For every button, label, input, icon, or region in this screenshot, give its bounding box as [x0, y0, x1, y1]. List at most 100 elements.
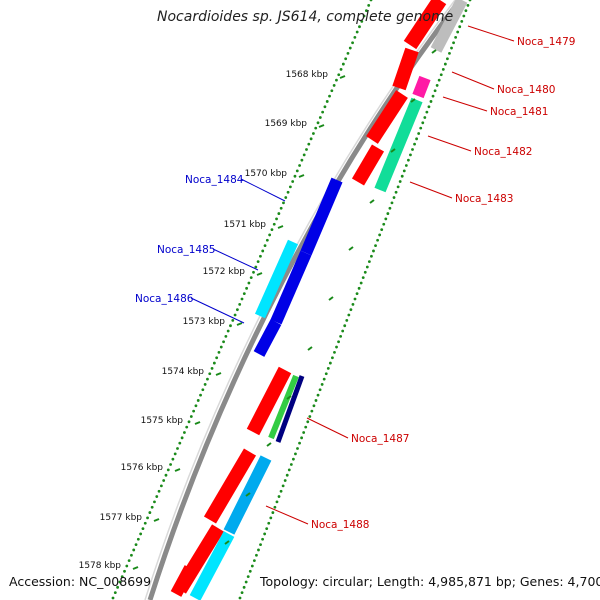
outer-scale-dot [328, 94, 331, 98]
outer-scale-dot [125, 564, 129, 568]
inner-scale-dot [343, 324, 347, 328]
inner-scale-dot [298, 441, 301, 445]
gene-noca-1482-lane1 [366, 90, 408, 144]
label-leader-line [442, 96, 488, 112]
inner-scale-dot [291, 457, 295, 461]
inner-scale-dot [265, 527, 269, 530]
outer-scale-dot [358, 25, 361, 29]
outer-scale-dot [219, 345, 223, 349]
outer-scale-dot [157, 489, 161, 493]
outer-scale-dot [247, 281, 251, 285]
inner-scale-dot [333, 350, 336, 354]
outer-scale-dot [272, 222, 276, 226]
outer-scale-dot [210, 367, 214, 370]
outer-scale-dot [291, 180, 295, 183]
outer-scale-dot [229, 324, 232, 328]
inner-scale-dot [425, 110, 429, 114]
outer-scale-dot [194, 404, 198, 408]
outer-scale-dot [226, 329, 230, 333]
outer-scale-dot [348, 46, 352, 50]
outer-scale-tick [256, 272, 263, 276]
inner-scale-dot [312, 404, 316, 408]
inner-scale-tick [348, 246, 354, 251]
outer-scale-dot [159, 484, 163, 488]
inner-scale-dot [378, 233, 382, 237]
outer-scale-dot [203, 383, 207, 386]
gene-noca-1486 [253, 319, 282, 357]
outer-scale-tick [236, 322, 243, 326]
inner-scale-dot [326, 367, 330, 370]
outer-scale-dot [325, 100, 329, 103]
outer-scale-dot [270, 228, 274, 231]
label-leader-line [451, 71, 495, 90]
inner-scale-dot [337, 340, 340, 344]
inner-scale-dot [427, 105, 431, 109]
inner-scale-dot [398, 180, 402, 183]
inner-scale-dot [331, 356, 334, 360]
gene-label: Noca_1488 [311, 519, 369, 531]
outer-scale-dot [360, 19, 364, 23]
gene-label: Noca_1485 [157, 244, 215, 256]
inner-scale-dot [359, 281, 363, 285]
outer-scale-dot [180, 436, 184, 440]
inner-scale-dot [435, 84, 439, 87]
inner-scale-dot [406, 158, 410, 162]
outer-scale-dot [307, 142, 311, 146]
outer-scale-dot [134, 543, 138, 547]
outer-scale-dot [148, 511, 152, 514]
gene-label: Noca_1480 [497, 84, 555, 96]
gene-noca-1480 [392, 47, 419, 91]
scale-tick-label: 1569 kbp [265, 119, 308, 129]
outer-scale-dot [235, 308, 239, 312]
genome-backbone [147, 0, 462, 600]
inner-scale-dot [246, 575, 250, 579]
label-leader-line [190, 297, 245, 324]
outer-scale-dot [217, 350, 221, 354]
inner-scale-dot [244, 580, 248, 584]
inner-scale-tick [224, 540, 230, 545]
inner-scale-tick [328, 296, 334, 301]
outer-scale-dot [118, 580, 122, 584]
outer-scale-dot [153, 500, 156, 504]
outer-scale-dot [240, 297, 244, 301]
outer-scale-dot [367, 3, 371, 7]
inner-scale-dot [287, 468, 291, 472]
inner-scale-dot [439, 73, 443, 77]
scale-tick-label: 1571 kbp [224, 220, 267, 230]
gene-noca-1483-lane2 [374, 97, 423, 193]
label-leader-line [306, 417, 349, 439]
inner-scale-dot [372, 249, 375, 253]
outer-scale-dot [201, 388, 205, 392]
outer-scale-dot [277, 212, 281, 215]
scale-tick-label: 1575 kbp [141, 416, 184, 426]
inner-scale-dots [238, 0, 472, 600]
gene-label: Noca_1481 [490, 106, 548, 118]
outer-scale-dot [231, 318, 235, 322]
label-leader-line [265, 505, 309, 525]
inner-scale-dot [335, 345, 338, 349]
inner-scale-dot [306, 420, 310, 424]
inner-scale-dot [462, 14, 466, 18]
label-leader-line [409, 181, 453, 199]
outer-scale-dot [259, 254, 262, 258]
accession-label: Accession: NC_008699 [9, 574, 152, 589]
outer-scale-dot [176, 447, 179, 450]
inner-scale-dot [411, 148, 414, 151]
label-leader-line [467, 25, 515, 42]
outer-scale-dot [206, 377, 209, 381]
inner-scale-dot [394, 190, 398, 194]
inner-scale-dot [269, 516, 273, 520]
inner-scale-dot [328, 361, 332, 365]
gene-noca-1484 [300, 177, 343, 256]
outer-scale-dots [111, 0, 373, 600]
outer-scale-tick [215, 372, 222, 376]
inner-scale-dot [421, 121, 425, 125]
inner-scale-dot [300, 436, 304, 440]
inner-scale-dot [257, 548, 260, 552]
outer-scale-dot [284, 196, 288, 199]
inner-scale-tick [307, 346, 313, 351]
outer-scale-dot [298, 164, 301, 167]
inner-scale-dot [400, 174, 404, 178]
outer-scale-dot [341, 62, 345, 66]
scale-tick-label: 1576 kbp [121, 463, 164, 473]
